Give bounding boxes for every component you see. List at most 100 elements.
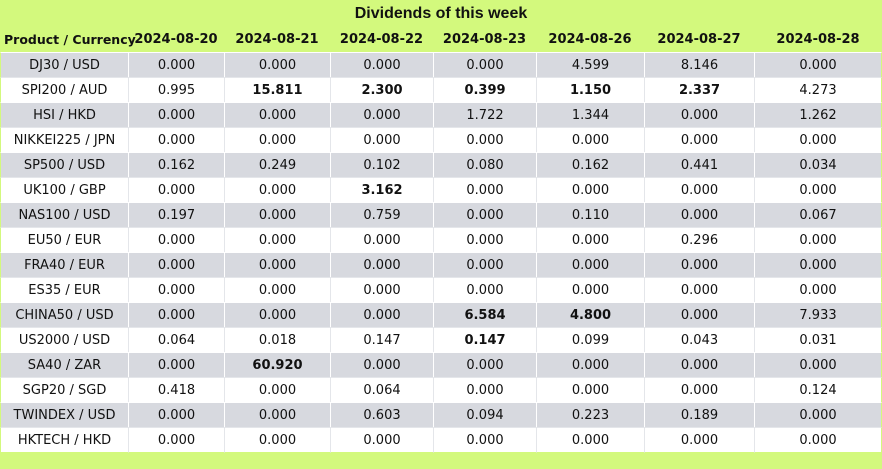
product-cell: SGP20 / SGD xyxy=(0,377,128,402)
product-cell: NAS100 / USD xyxy=(0,202,128,227)
dividend-value-cell: 0.000 xyxy=(644,127,754,152)
dividend-value-cell: 4.273 xyxy=(754,77,882,102)
dividend-value-cell: 0.000 xyxy=(433,277,536,302)
product-cell: ES35 / EUR xyxy=(0,277,128,302)
dividend-value-cell: 0.124 xyxy=(754,377,882,402)
dividend-value-cell: 0.000 xyxy=(330,127,433,152)
dividend-value-cell: 0.000 xyxy=(433,127,536,152)
dividend-value-cell: 0.000 xyxy=(128,277,224,302)
product-cell: SP500 / USD xyxy=(0,152,128,177)
dividend-value-cell: 0.441 xyxy=(644,152,754,177)
dividend-value-cell: 0.099 xyxy=(536,327,644,352)
dividend-value-cell: 0.759 xyxy=(330,202,433,227)
product-cell: UK100 / GBP xyxy=(0,177,128,202)
dividend-value-cell: 0.147 xyxy=(330,327,433,352)
product-cell: HKTECH / HKD xyxy=(0,427,128,453)
dividend-value-cell: 0.000 xyxy=(330,352,433,377)
dividend-value-cell: 0.000 xyxy=(128,127,224,152)
dividend-value-cell: 0.000 xyxy=(433,227,536,252)
dividend-value-cell: 0.000 xyxy=(128,102,224,127)
dividend-value-cell: 0.000 xyxy=(644,102,754,127)
dividend-value-cell: 0.067 xyxy=(754,202,882,227)
dividend-value-cell: 0.000 xyxy=(433,252,536,277)
dividend-value-cell: 0.000 xyxy=(754,52,882,77)
dividend-value-cell: 0.043 xyxy=(644,327,754,352)
dividend-value-cell: 0.000 xyxy=(128,302,224,327)
dividend-value-cell: 0.000 xyxy=(536,177,644,202)
dividend-value-cell: 0.064 xyxy=(330,377,433,402)
dividend-value-cell: 0.000 xyxy=(754,352,882,377)
dividend-value-cell: 0.110 xyxy=(536,202,644,227)
dividend-value-cell: 7.933 xyxy=(754,302,882,327)
dividend-value-cell: 0.000 xyxy=(433,377,536,402)
dividend-value-cell: 0.000 xyxy=(224,277,330,302)
dividend-value-cell: 0.000 xyxy=(754,427,882,453)
dividend-value-cell: 0.102 xyxy=(330,152,433,177)
dividend-value-cell: 0.399 xyxy=(433,77,536,102)
product-cell: CHINA50 / USD xyxy=(0,302,128,327)
dividend-value-cell: 0.000 xyxy=(644,177,754,202)
dividend-value-cell: 0.094 xyxy=(433,402,536,427)
dividend-value-cell: 6.584 xyxy=(433,302,536,327)
dividend-value-cell: 0.603 xyxy=(330,402,433,427)
column-header-date: 2024-08-20 xyxy=(128,27,224,52)
dividend-value-cell: 0.000 xyxy=(754,402,882,427)
dividend-value-cell: 0.000 xyxy=(536,427,644,453)
dividend-value-cell: 0.000 xyxy=(330,427,433,453)
dividend-value-cell: 0.000 xyxy=(128,52,224,77)
dividend-value-cell: 0.000 xyxy=(224,302,330,327)
product-cell: EU50 / EUR xyxy=(0,227,128,252)
dividend-value-cell: 0.000 xyxy=(128,252,224,277)
dividend-value-cell: 0.000 xyxy=(754,277,882,302)
dividend-value-cell: 0.162 xyxy=(536,152,644,177)
table-row: HKTECH / HKD 0.000 0.000 0.000 0.000 0.000 0.0… xyxy=(0,427,882,453)
dividend-value-cell: 0.031 xyxy=(754,327,882,352)
table-title: Dividends of this week xyxy=(0,0,882,27)
dividend-value-cell: 0.000 xyxy=(330,277,433,302)
product-cell: DJ30 / USD xyxy=(0,52,128,77)
dividend-value-cell: 0.000 xyxy=(224,402,330,427)
dividend-value-cell: 0.000 xyxy=(128,352,224,377)
dividend-value-cell: 1.262 xyxy=(754,102,882,127)
table-row: SGP20 / SGD 0.418 0.000 0.064 0.000 0.000 0.00… xyxy=(0,377,882,402)
dividend-value-cell: 60.920 xyxy=(224,352,330,377)
product-cell: SPI200 / AUD xyxy=(0,77,128,102)
dividend-value-cell: 8.146 xyxy=(644,52,754,77)
dividend-value-cell: 0.000 xyxy=(330,102,433,127)
dividend-value-cell: 0.000 xyxy=(754,252,882,277)
dividends-table: Product / Currency 2024-08-20 2024-08-21… xyxy=(0,27,882,453)
dividend-value-cell: 0.249 xyxy=(224,152,330,177)
dividend-value-cell: 0.000 xyxy=(330,227,433,252)
column-header-product: Product / Currency xyxy=(0,27,136,52)
dividend-value-cell: 0.000 xyxy=(224,377,330,402)
table-row: UK100 / GBP 0.000 0.000 3.162 0.000 0.000 0.00… xyxy=(0,177,882,202)
dividend-value-cell: 0.296 xyxy=(644,227,754,252)
dividend-value-cell: 0.995 xyxy=(128,77,224,102)
dividend-value-cell: 0.000 xyxy=(644,427,754,453)
dividend-value-cell: 0.000 xyxy=(128,402,224,427)
table-row: NAS100 / USD 0.197 0.000 0.759 0.000 0.110 0.0… xyxy=(0,202,882,227)
dividend-value-cell: 1.722 xyxy=(433,102,536,127)
column-header-date: 2024-08-22 xyxy=(330,27,433,52)
dividend-value-cell: 0.018 xyxy=(224,327,330,352)
dividend-value-cell: 0.197 xyxy=(128,202,224,227)
dividend-value-cell: 15.811 xyxy=(224,77,330,102)
dividend-value-cell: 0.080 xyxy=(433,152,536,177)
dividend-value-cell: 0.064 xyxy=(128,327,224,352)
table-row: NIKKEI225 / JPN 0.000 0.000 0.000 0.000 0.000… xyxy=(0,127,882,152)
dividend-value-cell: 4.800 xyxy=(536,302,644,327)
table-row: CHINA50 / USD 0.000 0.000 0.000 6.584 4.800 0.… xyxy=(0,302,882,327)
table-row: SP500 / USD 0.162 0.249 0.102 0.080 0.162 0.44… xyxy=(0,152,882,177)
dividend-value-cell: 0.000 xyxy=(644,352,754,377)
product-cell: US2000 / USD xyxy=(0,327,128,352)
dividend-value-cell: 0.000 xyxy=(433,52,536,77)
table-row: FRA40 / EUR 0.000 0.000 0.000 0.000 0.000 0.00… xyxy=(0,252,882,277)
dividend-value-cell: 0.000 xyxy=(224,177,330,202)
table-row: EU50 / EUR 0.000 0.000 0.000 0.000 0.000 0.296… xyxy=(0,227,882,252)
dividend-value-cell: 0.000 xyxy=(644,202,754,227)
product-cell: FRA40 / EUR xyxy=(0,252,128,277)
dividend-value-cell: 1.150 xyxy=(536,77,644,102)
dividend-value-cell: 2.337 xyxy=(644,77,754,102)
dividend-value-cell: 0.000 xyxy=(330,302,433,327)
